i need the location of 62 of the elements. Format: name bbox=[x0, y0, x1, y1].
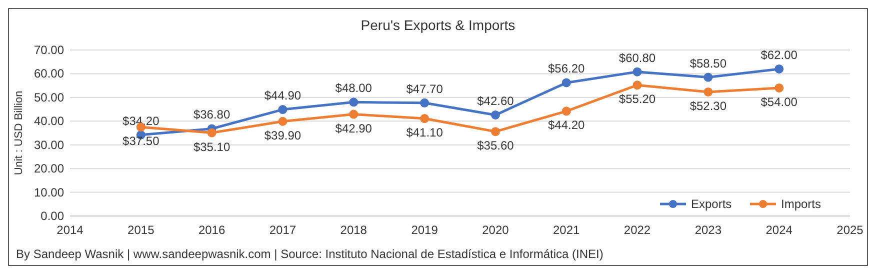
data-label: $34.20 bbox=[122, 114, 160, 128]
point bbox=[349, 98, 358, 107]
data-label: $42.60 bbox=[477, 94, 514, 108]
y-tick-label: 0.00 bbox=[40, 209, 64, 223]
y-tick-label: 60.00 bbox=[34, 66, 64, 81]
x-tick-label: 2017 bbox=[269, 223, 296, 237]
point bbox=[420, 98, 430, 108]
x-tick-label: 2025 bbox=[836, 223, 864, 237]
y-axis-title: Unit : USD Billion bbox=[13, 90, 25, 176]
y-tick-label: 10.00 bbox=[34, 185, 64, 200]
y-tick-label: 30.00 bbox=[34, 138, 64, 152]
point bbox=[207, 128, 216, 138]
data-label: $41.10 bbox=[406, 126, 444, 140]
point bbox=[704, 87, 713, 96]
point bbox=[278, 116, 288, 126]
point bbox=[420, 114, 430, 124]
point bbox=[490, 110, 500, 120]
x-tick-label: 2021 bbox=[553, 223, 580, 237]
point bbox=[562, 78, 571, 88]
point bbox=[632, 67, 642, 76]
x-tick-label: 2018 bbox=[340, 223, 368, 237]
data-label: $42.90 bbox=[335, 121, 372, 136]
x-tick-label: 2022 bbox=[624, 223, 651, 237]
data-label: $39.90 bbox=[264, 128, 302, 142]
data-label: $58.50 bbox=[690, 56, 727, 70]
y-tick-label: 70.00 bbox=[34, 43, 64, 57]
data-label: $60.80 bbox=[618, 50, 656, 65]
data-label: $62.00 bbox=[760, 48, 798, 62]
point bbox=[704, 72, 713, 82]
point bbox=[490, 127, 500, 136]
point bbox=[349, 110, 358, 119]
y-tick-label: 40.00 bbox=[34, 114, 64, 128]
y-tick-label: 20.00 bbox=[34, 162, 64, 176]
data-label: $47.70 bbox=[406, 82, 444, 96]
data-label: $56.20 bbox=[548, 62, 586, 76]
data-label: $52.30 bbox=[690, 98, 727, 113]
x-tick-label: 2020 bbox=[482, 223, 510, 237]
legend-label: Imports bbox=[781, 197, 822, 211]
data-label: $37.50 bbox=[122, 134, 160, 148]
point bbox=[278, 105, 288, 114]
point bbox=[774, 83, 784, 92]
chart-title: Peru's Exports & Imports bbox=[360, 17, 516, 33]
data-label: $48.00 bbox=[335, 81, 372, 96]
x-tick-label: 2015 bbox=[128, 223, 155, 237]
x-tick-label: 2016 bbox=[198, 223, 226, 237]
data-label: $35.60 bbox=[477, 138, 514, 153]
x-tick-label: 2023 bbox=[694, 223, 722, 237]
data-label: $55.20 bbox=[618, 92, 656, 106]
point bbox=[562, 106, 571, 116]
data-label: $36.80 bbox=[193, 108, 230, 122]
point bbox=[774, 64, 784, 74]
data-label: $35.10 bbox=[193, 140, 230, 154]
data-label: $44.20 bbox=[548, 118, 586, 132]
text: By Sandeep Wasnik | www.sandeepwasnik.com | Source: Instituto Nacional de Estadística e Informática (INEI) bbox=[16, 247, 604, 261]
x-tick-label: 2014 bbox=[56, 223, 84, 237]
x-tick-label: 2019 bbox=[411, 223, 438, 237]
data-label: $44.90 bbox=[264, 88, 302, 103]
point bbox=[632, 80, 642, 90]
data-label: $54.00 bbox=[760, 94, 798, 109]
legend-label: Exports bbox=[691, 197, 732, 211]
x-tick-label: 2024 bbox=[766, 223, 793, 237]
y-tick-label: 50.00 bbox=[34, 90, 64, 104]
